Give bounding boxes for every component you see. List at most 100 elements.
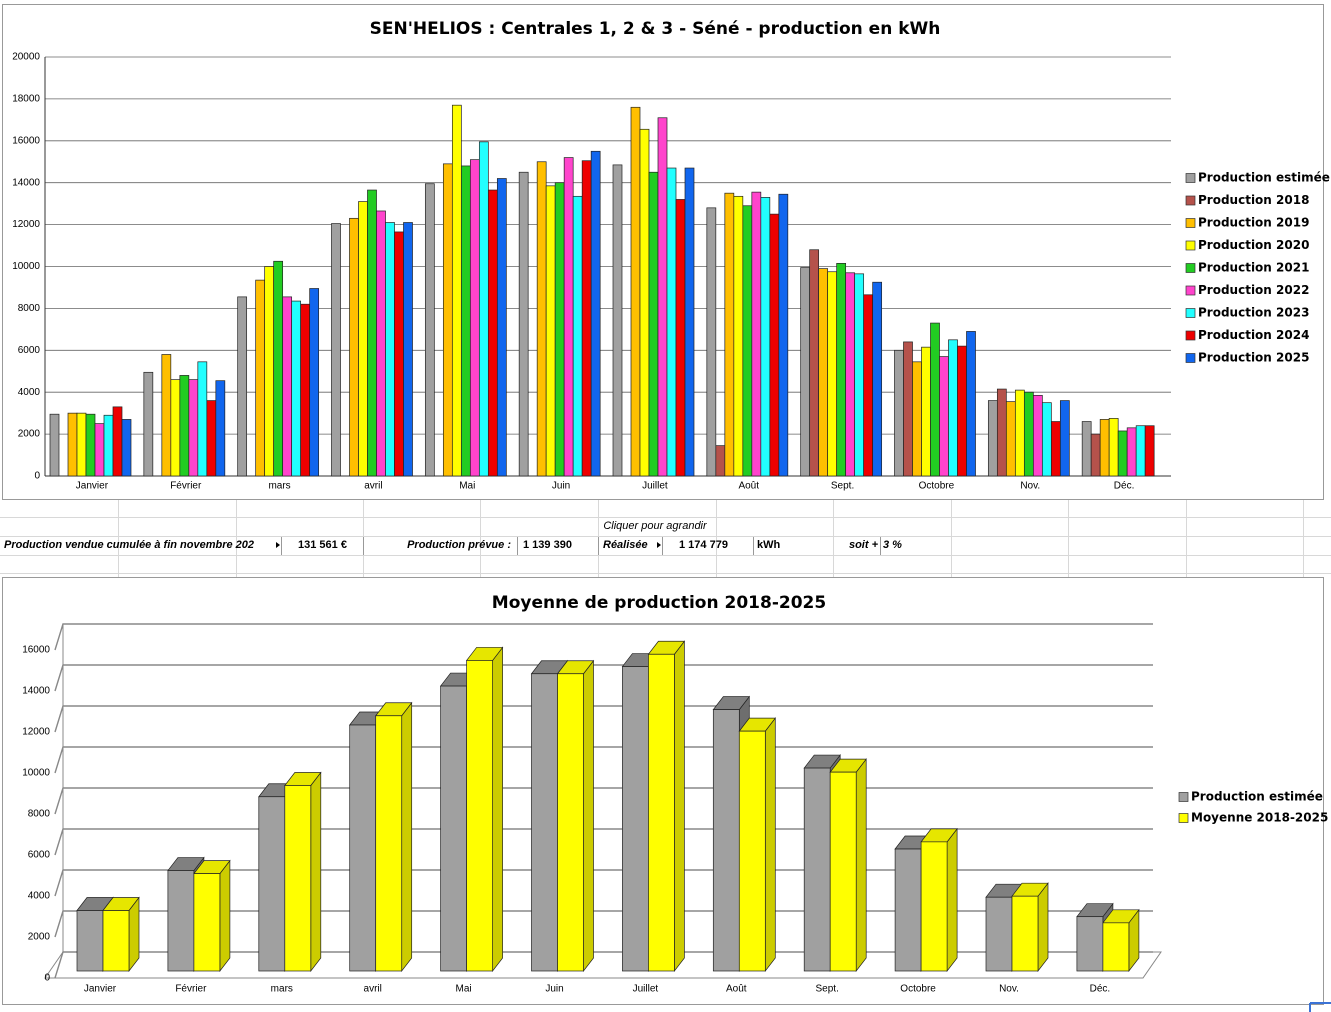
- x-tick-label: Mai: [456, 984, 472, 995]
- bar: [675, 199, 686, 477]
- bar-side: [219, 859, 231, 973]
- link[interactable]: Cliquer pour agrandir: [603, 520, 708, 532]
- bar: [67, 412, 78, 477]
- cell-text: Production prévue :: [407, 539, 511, 551]
- bar: [572, 195, 583, 477]
- x-tick-label: Déc.: [1114, 481, 1135, 492]
- bar: [581, 160, 592, 477]
- bar-side: [764, 717, 776, 973]
- x-tick-label: Déc.: [1090, 984, 1111, 995]
- chart-title: Moyenne de production 2018-2025: [492, 593, 826, 613]
- legend-swatch: [1178, 813, 1189, 823]
- bar: [76, 910, 104, 972]
- cell-text: soit +: [849, 539, 879, 551]
- x-tick-label: avril: [364, 481, 382, 492]
- x-tick-label: mars: [268, 481, 290, 492]
- y-tick-label: 8000: [18, 303, 41, 314]
- bar: [803, 767, 831, 972]
- bar: [385, 222, 395, 477]
- bar: [1041, 402, 1052, 477]
- y-tick-label: 6000: [28, 850, 51, 861]
- legend-swatch: [1185, 173, 1196, 183]
- y-tick-label: 18000: [12, 94, 40, 105]
- bar-side: [674, 640, 685, 973]
- cell-text: 1 139 390: [523, 539, 572, 551]
- y-tick-label: 2000: [18, 429, 41, 440]
- x-tick-label: Juin: [552, 481, 570, 492]
- bar: [1099, 419, 1110, 477]
- bar: [800, 267, 811, 477]
- bar: [291, 300, 302, 477]
- y-tick-label: 14000: [12, 177, 40, 188]
- bar: [894, 848, 922, 972]
- bar: [273, 260, 284, 477]
- y-tick-label: 10000: [12, 261, 40, 272]
- bar: [648, 653, 675, 972]
- legend-swatch: [1185, 195, 1196, 206]
- bar: [424, 183, 435, 477]
- cell-text: kWh: [757, 539, 781, 551]
- bar: [724, 192, 735, 477]
- legend-label: Production 2021: [1198, 261, 1309, 275]
- legend-label: Production 2020: [1198, 238, 1309, 252]
- bar: [903, 341, 913, 477]
- bar: [309, 288, 320, 477]
- bar: [1014, 389, 1025, 477]
- legend-label: Production 2018: [1198, 193, 1309, 207]
- bar: [630, 106, 641, 477]
- bar: [1076, 916, 1104, 972]
- x-tick-label: Janvier: [76, 481, 109, 492]
- legend-swatch: [1178, 792, 1189, 802]
- x-tick-label: Janvier: [84, 984, 117, 995]
- cell-text: 131 561 €: [298, 539, 347, 551]
- bar: [197, 361, 208, 477]
- y-tick-label: 0: [34, 471, 40, 482]
- bar: [769, 213, 780, 477]
- bar: [612, 164, 623, 477]
- legend-label: Production estimée: [1191, 790, 1323, 804]
- bar: [358, 201, 368, 477]
- bar: [536, 161, 547, 477]
- bar: [836, 263, 847, 477]
- bar: [349, 724, 377, 972]
- bar: [684, 167, 695, 477]
- chart-title: SEN'HELIOS : Centrales 1, 2 & 3 - Séné -…: [370, 19, 941, 39]
- legend-swatch: [1185, 240, 1196, 251]
- bar: [121, 419, 132, 477]
- bar: [237, 296, 248, 477]
- bar: [829, 771, 857, 972]
- bar: [487, 189, 498, 477]
- bar: [921, 346, 931, 477]
- bar: [760, 197, 771, 477]
- cell-text: 3 %: [883, 539, 902, 551]
- floor: [44, 951, 1162, 979]
- bar: [518, 171, 529, 477]
- bar: [442, 163, 453, 477]
- x-tick-label: Nov.: [1020, 481, 1040, 492]
- bar: [845, 272, 856, 477]
- bar-side: [310, 771, 322, 973]
- bar: [331, 223, 341, 477]
- bar: [1081, 421, 1092, 477]
- bar: [167, 870, 195, 972]
- bar: [639, 128, 650, 477]
- bar: [751, 191, 762, 477]
- bar: [939, 356, 949, 477]
- x-tick-label: Août: [738, 481, 759, 492]
- bar: [863, 294, 874, 477]
- bar: [1011, 895, 1039, 972]
- bar: [948, 339, 958, 477]
- legend-label: Production 2022: [1198, 283, 1309, 297]
- y-tick-label: 2000: [28, 932, 51, 943]
- bar: [94, 423, 105, 477]
- bar: [1102, 922, 1130, 972]
- bar: [987, 400, 998, 477]
- bar-side: [401, 701, 413, 973]
- bar: [778, 193, 789, 477]
- bar: [112, 406, 123, 477]
- bar: [1144, 425, 1155, 477]
- bar: [554, 182, 565, 477]
- bar: [102, 910, 130, 972]
- bar: [733, 195, 744, 477]
- bar: [375, 715, 403, 972]
